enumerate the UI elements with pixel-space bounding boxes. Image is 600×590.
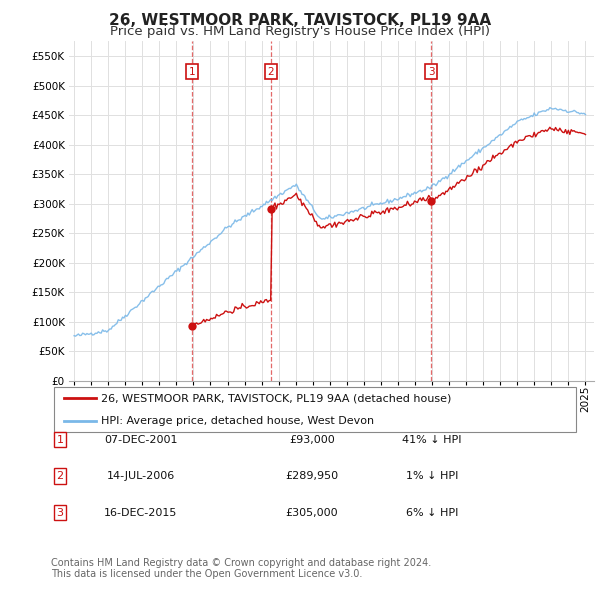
- Text: HPI: Average price, detached house, West Devon: HPI: Average price, detached house, West…: [101, 415, 374, 425]
- Text: 1% ↓ HPI: 1% ↓ HPI: [406, 471, 458, 481]
- Text: 26, WESTMOOR PARK, TAVISTOCK, PL19 9AA (detached house): 26, WESTMOOR PARK, TAVISTOCK, PL19 9AA (…: [101, 394, 452, 404]
- Text: Contains HM Land Registry data © Crown copyright and database right 2024.
This d: Contains HM Land Registry data © Crown c…: [51, 558, 431, 579]
- Text: 26, WESTMOOR PARK, TAVISTOCK, PL19 9AA: 26, WESTMOOR PARK, TAVISTOCK, PL19 9AA: [109, 13, 491, 28]
- Text: £93,000: £93,000: [289, 435, 335, 444]
- FancyBboxPatch shape: [53, 386, 577, 432]
- Text: Price paid vs. HM Land Registry's House Price Index (HPI): Price paid vs. HM Land Registry's House …: [110, 25, 490, 38]
- Text: 1: 1: [189, 67, 196, 77]
- Text: 3: 3: [56, 508, 64, 517]
- Text: £289,950: £289,950: [286, 471, 338, 481]
- Text: £305,000: £305,000: [286, 508, 338, 517]
- Text: 1: 1: [56, 435, 64, 444]
- Text: 14-JUL-2006: 14-JUL-2006: [107, 471, 175, 481]
- Text: 41% ↓ HPI: 41% ↓ HPI: [402, 435, 462, 444]
- Text: 07-DEC-2001: 07-DEC-2001: [104, 435, 178, 444]
- Text: 2: 2: [268, 67, 274, 77]
- Text: 6% ↓ HPI: 6% ↓ HPI: [406, 508, 458, 517]
- Text: 3: 3: [428, 67, 434, 77]
- Text: 2: 2: [56, 471, 64, 481]
- Text: 16-DEC-2015: 16-DEC-2015: [104, 508, 178, 517]
